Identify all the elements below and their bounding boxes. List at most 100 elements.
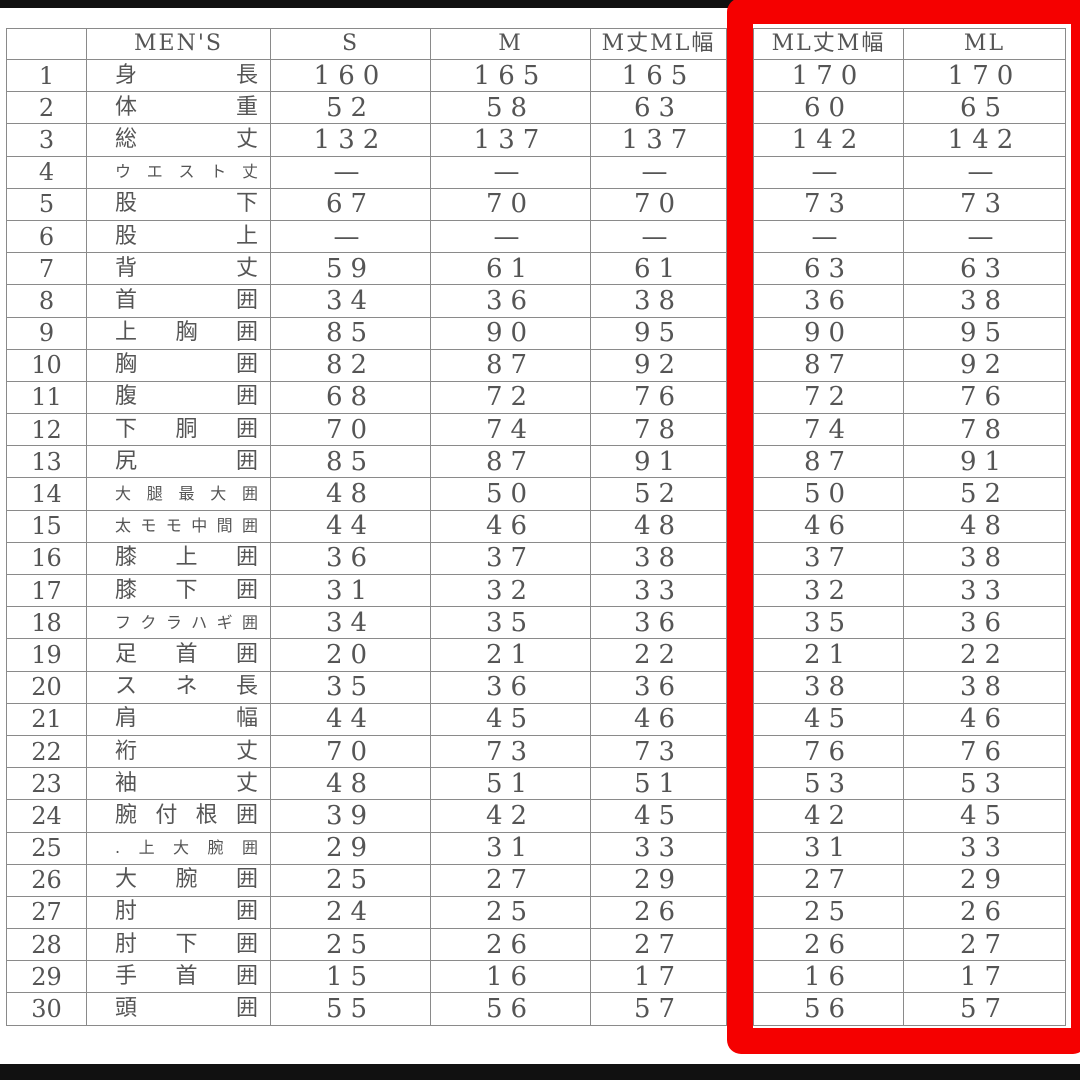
size-value: 37 [430, 541, 591, 576]
size-value: 52 [590, 477, 727, 511]
size-value: 58 [430, 91, 591, 125]
row-number: 2 [6, 91, 87, 125]
table-row: 9 上胸囲 85 90 95 [6, 316, 727, 350]
row-number: 25 [6, 831, 87, 865]
size-value: 42 [430, 799, 591, 833]
size-value: 46 [903, 702, 1066, 736]
size-value: 68 [270, 380, 431, 415]
measurement-label: 膝上囲 [86, 541, 271, 576]
size-value: 91 [903, 445, 1066, 479]
size-value: 87 [753, 445, 904, 479]
size-value: — [270, 219, 431, 254]
size-value: 50 [753, 477, 904, 511]
size-value: 16 [753, 960, 904, 994]
size-value: 76 [903, 380, 1066, 415]
header-row: MEN'S S M M丈ML幅 [6, 28, 727, 60]
size-value: 37 [753, 541, 904, 576]
size-value: 51 [590, 767, 727, 801]
row-number: 13 [6, 445, 87, 479]
row-number: 24 [6, 799, 87, 833]
size-value: 67 [270, 187, 431, 221]
size-value: 33 [590, 831, 727, 865]
measurement-label: 尻囲 [86, 445, 271, 479]
size-value: 20 [270, 638, 431, 672]
measurement-label: 腕付根囲 [86, 799, 271, 833]
table-row: 30 頭囲 55 56 57 [6, 992, 727, 1026]
size-value: 53 [753, 767, 904, 801]
size-value: 73 [430, 734, 591, 769]
size-value: 25 [270, 863, 431, 897]
row-number: 16 [6, 541, 87, 576]
table-row: — — [753, 155, 1066, 189]
size-value: 132 [270, 123, 431, 157]
size-value: 48 [270, 477, 431, 511]
size-value: 32 [430, 573, 591, 608]
table-row: 8 首囲 34 36 38 [6, 284, 727, 318]
size-value: 170 [753, 58, 904, 93]
size-value: 63 [590, 91, 727, 125]
size-value: 57 [903, 992, 1066, 1026]
size-value: 170 [903, 58, 1066, 93]
table-row: 21 肩幅 44 45 46 [6, 702, 727, 736]
size-value: 63 [753, 252, 904, 286]
size-value: 15 [270, 960, 431, 994]
size-value: 44 [270, 702, 431, 736]
measurement-label: 足首囲 [86, 638, 271, 672]
size-value: 55 [270, 992, 431, 1026]
row-number: 30 [6, 992, 87, 1026]
measurement-label: 手首囲 [86, 960, 271, 994]
table-row: 46 48 [753, 509, 1066, 543]
measurement-label: 首囲 [86, 284, 271, 318]
size-value: 38 [903, 284, 1066, 318]
header-row: ML丈M幅 ML [753, 28, 1066, 60]
measurement-label: 股下 [86, 187, 271, 221]
top-black-bar [0, 0, 1080, 8]
size-value: — [753, 219, 904, 254]
row-number: 21 [6, 702, 87, 736]
size-value: 74 [430, 413, 591, 447]
table-row: 7 背丈 59 61 61 [6, 252, 727, 286]
table-row: 31 33 [753, 831, 1066, 865]
table-row: 142 142 [753, 123, 1066, 157]
size-value: 46 [430, 509, 591, 543]
table-row: 12 下胴囲 70 74 78 [6, 413, 727, 447]
size-value: 34 [270, 284, 431, 318]
size-value: 82 [270, 348, 431, 382]
size-value: — [903, 155, 1066, 189]
measurement-label: 腹囲 [86, 380, 271, 415]
table-row: 72 76 [753, 380, 1066, 415]
size-value: 31 [430, 831, 591, 865]
size-value: 26 [590, 895, 727, 930]
size-value: 52 [903, 477, 1066, 511]
row-number: 19 [6, 638, 87, 672]
column-header: ML [903, 28, 1066, 60]
size-value: 46 [590, 702, 727, 736]
size-value: 33 [590, 573, 727, 608]
size-value: 76 [590, 380, 727, 415]
size-value: 45 [590, 799, 727, 833]
size-value: — [903, 219, 1066, 254]
measurement-label: ウエスト丈 [86, 155, 271, 189]
size-value: 70 [270, 734, 431, 769]
column-header: M [430, 28, 591, 60]
size-value: 25 [753, 895, 904, 930]
size-value: 52 [270, 91, 431, 125]
table-row: 37 38 [753, 541, 1066, 576]
table-row: 76 76 [753, 734, 1066, 769]
size-value: 48 [270, 767, 431, 801]
measurement-label: 股上 [86, 219, 271, 254]
row-number: 26 [6, 863, 87, 897]
table-row: 14 大腿最大囲 48 50 52 [6, 477, 727, 511]
table-row: 27 29 [753, 863, 1066, 897]
size-value: 92 [590, 348, 727, 382]
table-row: 17 膝下囲 31 32 33 [6, 573, 727, 608]
measurement-label: 裄丈 [86, 734, 271, 769]
row-number: 5 [6, 187, 87, 221]
table-row: 2 体重 52 58 63 [6, 91, 727, 125]
size-value: 33 [903, 573, 1066, 608]
size-value: 137 [430, 123, 591, 157]
size-value: 56 [430, 992, 591, 1026]
size-value: 39 [270, 799, 431, 833]
size-value: 72 [753, 380, 904, 415]
size-value: 74 [753, 413, 904, 447]
